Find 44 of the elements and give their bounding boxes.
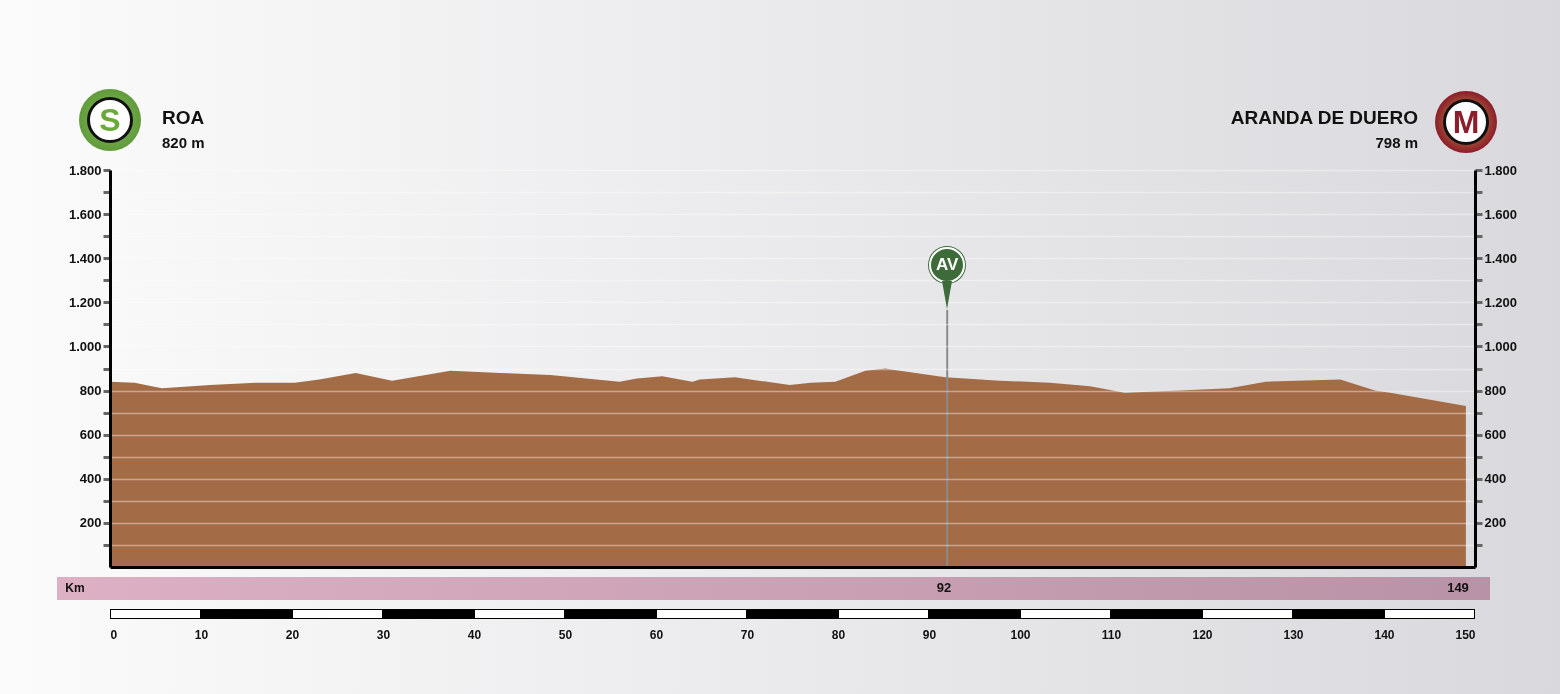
text: ARANDA DE DUERO <box>1230 107 1418 128</box>
start-badge-icon: S <box>79 89 141 151</box>
x-tick-label: 130 <box>1283 627 1304 642</box>
ref-line-label: AV <box>929 247 966 283</box>
x-tick-label: 20 <box>285 627 300 642</box>
finish-badge-icon: M <box>1435 91 1497 153</box>
text: 820 m <box>162 134 205 151</box>
x-tick-label: 90 <box>922 627 937 642</box>
y2-tick-label: 1.400 <box>1484 250 1518 266</box>
x-tick-label: 50 <box>558 627 573 642</box>
y-tick-label: 600 <box>79 427 102 443</box>
y2-tick-label: 1.200 <box>1484 294 1518 310</box>
text: Km <box>65 581 85 595</box>
x-tick-label: 140 <box>1374 627 1395 642</box>
y2-tick-label: 1.000 <box>1484 338 1518 354</box>
x-tick-label: 40 <box>467 627 482 642</box>
x-tick-label: 110 <box>1101 627 1122 642</box>
y2-tick-label: 400 <box>1484 471 1507 487</box>
y2-tick-label: 1.600 <box>1484 206 1518 222</box>
text: 798 m <box>1375 134 1418 151</box>
y2-tick-label: 1.800 <box>1484 162 1518 178</box>
y-tick-label: 400 <box>79 471 102 487</box>
y2-tick-label: 600 <box>1484 427 1507 443</box>
text: 92 <box>936 580 952 595</box>
x-tick-label: 30 <box>376 627 391 642</box>
text: ROA <box>162 107 205 128</box>
y-tick-label: 200 <box>79 515 102 531</box>
x-tick-label: 80 <box>831 627 846 642</box>
y2-tick-label: 200 <box>1484 515 1507 531</box>
y2-tick-label: 800 <box>1484 383 1507 399</box>
x-tick-label: 100 <box>1010 627 1031 642</box>
y-tick-label: 1.600 <box>68 206 102 222</box>
y-tick-label: 1.000 <box>68 338 102 354</box>
text: 149 <box>1447 580 1469 595</box>
x-tick-label: 70 <box>740 627 755 642</box>
x-tick-label: 10 <box>194 627 209 642</box>
x-tick-label: 120 <box>1192 627 1213 642</box>
y-tick-label: 800 <box>79 383 102 399</box>
y-tick-label: 1.800 <box>68 162 102 178</box>
x-tick-label: 60 <box>649 627 664 642</box>
y-tick-label: 1.200 <box>68 294 102 310</box>
x-tick-label: 0 <box>110 627 118 642</box>
x-tick-label: 150 <box>1455 627 1476 642</box>
y-tick-label: 1.400 <box>68 250 102 266</box>
